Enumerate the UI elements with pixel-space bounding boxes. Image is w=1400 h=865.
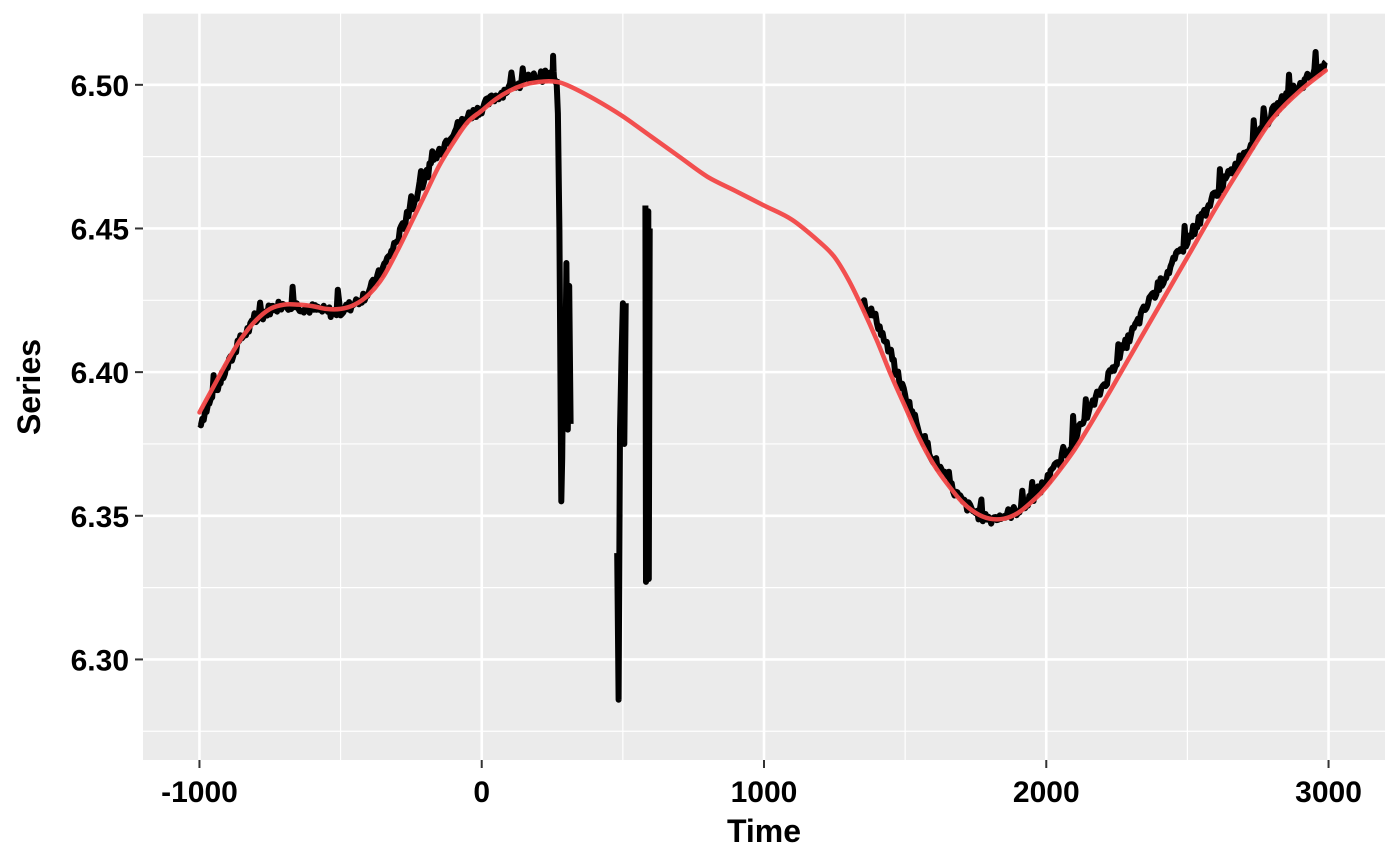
x-tick-label: 2000: [1013, 776, 1080, 809]
y-axis: 6.30 6.35 6.40 6.45 6.50: [71, 70, 143, 677]
y-tick-label: 6.30: [71, 644, 129, 677]
y-tick-label: 6.50: [71, 70, 129, 103]
grid-major: [143, 13, 1385, 760]
x-axis: -1000 0 1000 2000 3000: [161, 760, 1362, 809]
x-tick-label: -1000: [161, 776, 238, 809]
x-axis-title: Time: [727, 813, 801, 849]
series-layer: [197, 49, 1328, 703]
raw-series-segment-4: [860, 49, 1328, 527]
raw-series-segment-2: [614, 300, 629, 703]
x-tick-label: 0: [473, 776, 490, 809]
smooth-trend-line: [197, 68, 1328, 522]
raw-series-segment-3: [642, 205, 653, 585]
raw-series-segment-1: [553, 78, 574, 505]
y-tick-label: 6.35: [71, 501, 129, 534]
x-tick-label: 3000: [1295, 776, 1362, 809]
y-tick-label: 6.45: [71, 213, 129, 246]
y-axis-title: Series: [11, 339, 47, 435]
x-tick-label: 1000: [731, 776, 798, 809]
y-tick-label: 6.40: [71, 357, 129, 390]
